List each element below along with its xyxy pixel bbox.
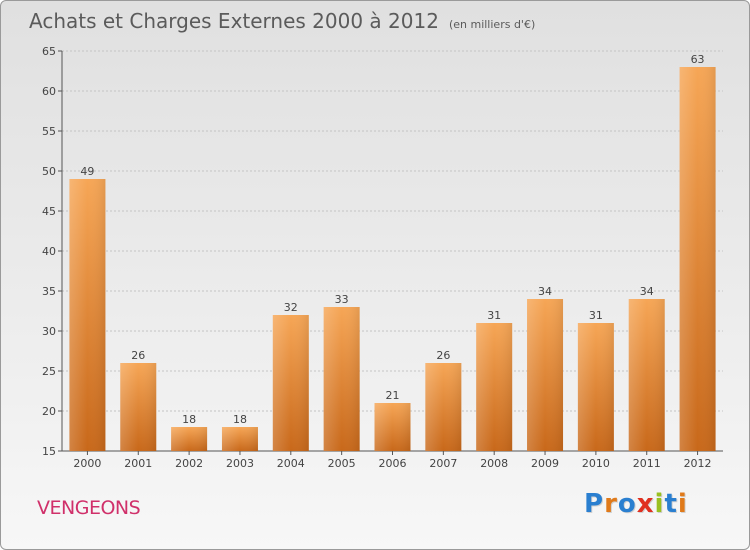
y-tick-label: 40 [42,245,56,258]
bar-highlight [527,299,563,451]
x-tick-label: 2000 [73,457,101,470]
data-label: 26 [131,349,145,362]
chart-frame: Achats et Charges Externes 2000 à 2012 (e… [0,0,750,550]
logo-letter: x [637,489,655,519]
proxiti-logo[interactable]: Proxiti [584,489,688,519]
logo-letter: o [618,489,637,519]
bar-highlight [120,363,156,451]
y-tick-label: 20 [42,405,56,418]
data-label: 31 [487,309,501,322]
data-label: 26 [436,349,450,362]
bar-highlight [69,179,105,451]
bar-highlight [324,307,360,451]
commune-name: VENGEONS [37,497,140,519]
data-label: 18 [233,413,247,426]
logo-letter: P [584,489,604,519]
data-label: 49 [80,165,94,178]
data-label: 32 [284,301,298,314]
bar-highlight [375,403,411,451]
data-label: 34 [538,285,552,298]
data-label: 33 [335,293,349,306]
data-label: 21 [386,389,400,402]
data-label: 63 [691,53,705,66]
bar-highlight [476,323,512,451]
bar-highlight [171,427,207,451]
x-tick-label: 2004 [277,457,305,470]
x-tick-label: 2001 [124,457,152,470]
x-tick-label: 2005 [328,457,356,470]
bar-highlight [680,67,716,451]
logo-letter: t [664,489,677,519]
x-tick-label: 2002 [175,457,203,470]
y-tick-label: 35 [42,285,56,298]
bar-highlight [629,299,665,451]
y-tick-label: 25 [42,365,56,378]
y-tick-label: 65 [42,45,56,58]
y-tick-label: 45 [42,205,56,218]
x-tick-label: 2012 [684,457,712,470]
bar-highlight [425,363,461,451]
bar-highlight [273,315,309,451]
data-label: 31 [589,309,603,322]
bar-highlight [222,427,258,451]
y-tick-label: 15 [42,445,56,458]
x-tick-label: 2008 [480,457,508,470]
logo-letter: i [655,489,665,519]
x-tick-label: 2007 [429,457,457,470]
logo-letter: r [604,489,618,519]
data-label: 18 [182,413,196,426]
x-tick-label: 2011 [633,457,661,470]
y-tick-label: 50 [42,165,56,178]
bar-chart: 15 20 25 30 35 40 45 50 55 60 65 49 2000 26 2001 18 2002… [1,1,750,550]
data-label: 34 [640,285,654,298]
y-tick-label: 60 [42,85,56,98]
x-tick-label: 2009 [531,457,559,470]
x-tick-label: 2006 [379,457,407,470]
x-tick-label: 2003 [226,457,254,470]
logo-letter: i [678,489,688,519]
y-tick-label: 55 [42,125,56,138]
bar-highlight [578,323,614,451]
x-tick-label: 2010 [582,457,610,470]
y-tick-label: 30 [42,325,56,338]
